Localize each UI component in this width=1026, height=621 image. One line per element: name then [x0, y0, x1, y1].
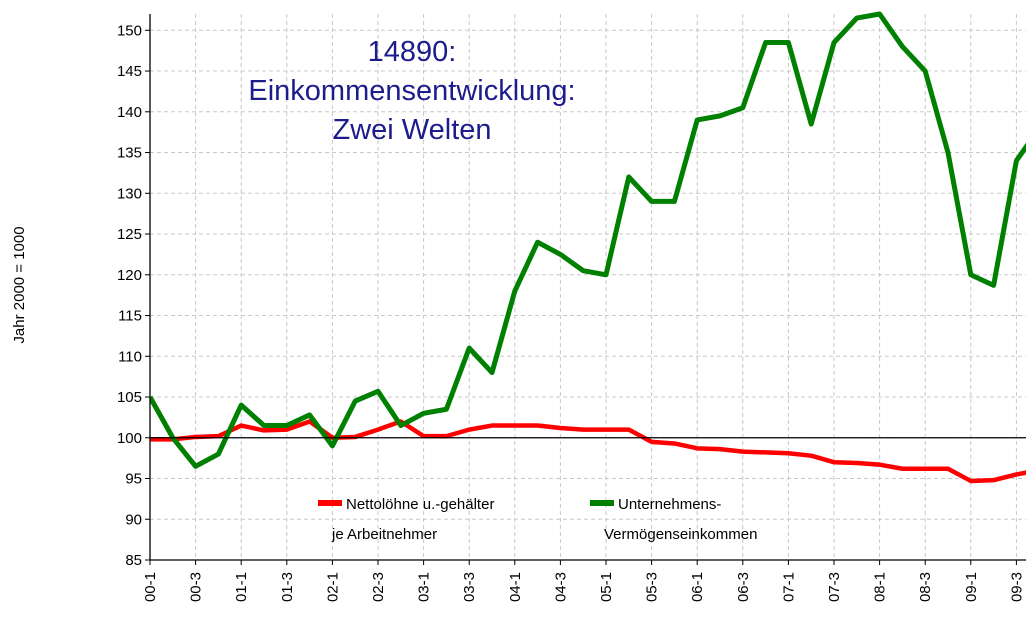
y-tick-label: 125	[117, 226, 142, 243]
y-tick-label: 95	[125, 471, 142, 488]
grid	[149, 14, 1026, 561]
legend-label: Unternehmens-	[618, 496, 721, 513]
series-line	[150, 419, 1026, 484]
x-tick-label: 00-1	[142, 572, 159, 602]
x-tick-label: 09-1	[963, 572, 980, 602]
y-tick-label: 130	[117, 185, 142, 202]
x-tick-label: 06-1	[689, 572, 706, 602]
x-tick-label: 01-1	[233, 572, 250, 602]
y-tick-label: 85	[125, 552, 142, 569]
x-tick-label: 05-3	[644, 572, 661, 602]
y-tick-label: 105	[117, 389, 142, 406]
x-tick-label: 07-3	[826, 572, 843, 602]
legend-label: Nettolöhne u.-gehälter	[346, 496, 494, 513]
x-tick-label: 03-3	[461, 572, 478, 602]
y-tick-label: 135	[117, 145, 142, 162]
x-tick-label: 09-3	[1008, 572, 1025, 602]
x-tick-label: 02-1	[324, 572, 341, 602]
legend-swatch	[318, 500, 342, 506]
x-tick-label: 04-3	[552, 572, 569, 602]
x-tick-label: 07-1	[780, 572, 797, 602]
x-tick-label: 08-3	[917, 572, 934, 602]
legend-label: je Arbeitnehmer	[331, 526, 437, 543]
chart-title: 14890:	[368, 36, 457, 68]
legend-label: Vermögenseinkommen	[604, 526, 757, 543]
plot-area	[150, 11, 1026, 484]
y-tick-label: 140	[117, 104, 142, 121]
series-line	[150, 11, 1026, 469]
legend-swatch	[590, 500, 614, 506]
y-tick-label: 150	[117, 22, 142, 39]
y-axis-label: Jahr 2000 = 1000	[11, 226, 28, 343]
y-tick-label: 110	[118, 348, 142, 365]
y-tick-label: 90	[125, 511, 142, 528]
y-tick-label: 100	[117, 430, 142, 447]
x-tick-label: 05-1	[598, 572, 615, 602]
x-tick-label: 02-3	[370, 572, 387, 602]
x-tick-label: 03-1	[416, 572, 433, 602]
x-tick-label: 06-3	[735, 572, 752, 602]
chart-title: Zwei Welten	[332, 114, 491, 146]
y-tick-label: 145	[117, 63, 142, 80]
chart-title: Einkommensentwicklung:	[248, 75, 575, 107]
x-tick-label: 04-1	[507, 572, 524, 602]
x-tick-label: 08-1	[872, 572, 889, 602]
y-tick-label: 115	[118, 308, 142, 325]
x-tick-label: 01-3	[279, 572, 296, 602]
y-tick-label: 120	[117, 267, 142, 284]
x-tick-label: 00-3	[188, 572, 205, 602]
